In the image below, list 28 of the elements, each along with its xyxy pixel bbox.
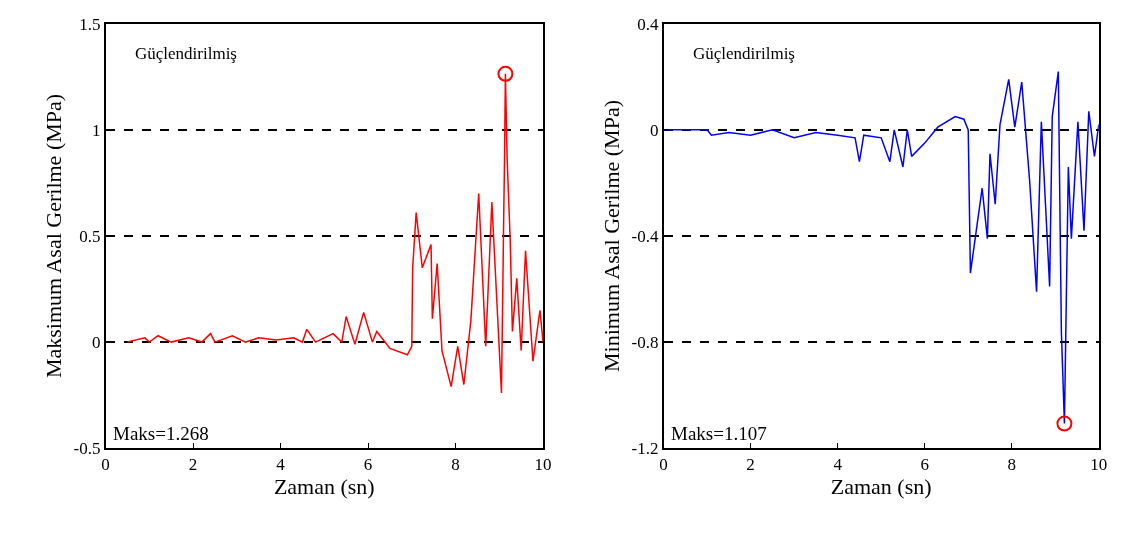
y-tick-label: 0.4 bbox=[637, 14, 659, 34]
x-tick-label: 6 bbox=[920, 455, 929, 475]
y-axis-title: Minimum Asal Gerilme (MPa) bbox=[598, 100, 624, 372]
x-tick-label: 4 bbox=[276, 455, 286, 475]
x-tick-label: 10 bbox=[534, 455, 552, 475]
x-tick-label: 6 bbox=[363, 455, 373, 475]
x-tick-label: 8 bbox=[451, 455, 460, 475]
y-tick-label: -1.2 bbox=[631, 439, 659, 459]
y-tick-label: 1 bbox=[91, 120, 101, 140]
y-tick-label: -0.5 bbox=[73, 439, 101, 459]
x-tick-label: 10 bbox=[1090, 455, 1108, 475]
x-tick-label: 4 bbox=[833, 455, 843, 475]
y-tick-label: -0.4 bbox=[631, 226, 659, 246]
y-tick-label: 0 bbox=[91, 333, 101, 353]
x-axis-title: Zaman (sn) bbox=[830, 474, 932, 500]
y-tick-label: -0.8 bbox=[631, 333, 659, 353]
text: Güçlendirilmiş bbox=[135, 44, 237, 63]
y-tick-label: 0 bbox=[649, 120, 659, 140]
x-tick-label: 2 bbox=[746, 455, 755, 475]
annotation: Maks=1.107 bbox=[671, 423, 767, 444]
y-tick-label: 1.5 bbox=[79, 14, 101, 34]
y-tick-label: 0.5 bbox=[79, 226, 101, 246]
text: Güçlendirilmiş bbox=[693, 44, 795, 63]
x-tick-label: 2 bbox=[188, 455, 198, 475]
x-axis-title: Zaman (sn) bbox=[273, 474, 375, 500]
annotation: Maks=1.268 bbox=[113, 423, 209, 444]
x-tick-label: 8 bbox=[1007, 455, 1016, 475]
y-axis-title: Maksimum Asal Gerilme (MPa) bbox=[40, 93, 66, 379]
